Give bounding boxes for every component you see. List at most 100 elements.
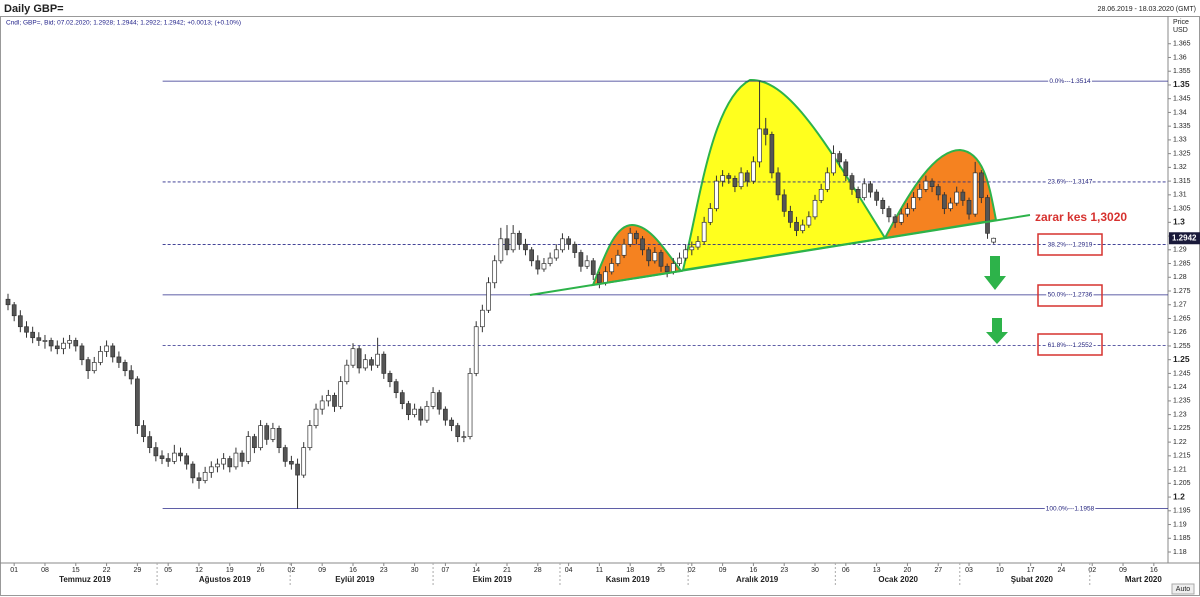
candle-body — [381, 353, 387, 374]
candle-body — [818, 189, 824, 201]
y-tick-label: 1.275 — [1173, 288, 1191, 295]
candle-body — [473, 326, 479, 374]
candle-body — [751, 161, 756, 182]
candle-body — [590, 260, 596, 275]
y-tick-label: 1.355 — [1173, 68, 1191, 75]
candle-body — [677, 257, 682, 264]
y-tick-label: 1.29 — [1173, 247, 1187, 254]
y-tick-label: 1.25 — [1173, 354, 1190, 364]
candle-body — [171, 452, 177, 462]
candle-body — [547, 257, 553, 264]
candle-body — [221, 458, 226, 465]
candle-body — [831, 153, 836, 174]
y-tick-label: 1.19 — [1173, 521, 1187, 528]
candle-body — [898, 213, 904, 223]
candle-body — [486, 282, 491, 311]
candle-body — [418, 408, 424, 421]
y-tick-label: 1.21 — [1173, 466, 1187, 473]
y-tick-label: 1.35 — [1173, 79, 1190, 89]
y-tick-label: 1.285 — [1173, 260, 1191, 267]
x-tick-label: 30 — [811, 567, 819, 574]
candle-body — [356, 348, 362, 369]
candle-body — [744, 172, 750, 182]
candle-body — [707, 208, 713, 223]
candle-body — [369, 359, 374, 366]
candle-body — [572, 243, 578, 253]
candle-body — [800, 224, 806, 231]
x-tick-label: 26 — [257, 567, 265, 574]
candle-body — [399, 392, 405, 404]
candle-body — [966, 199, 972, 215]
candle-body — [375, 353, 380, 366]
candle-body — [726, 175, 732, 179]
last-price-box — [1169, 232, 1200, 245]
candle-body — [338, 381, 344, 407]
candle-body — [917, 189, 923, 198]
candle-body — [942, 194, 947, 209]
candle-body — [923, 180, 929, 190]
scale-button-label[interactable]: Auto — [1176, 586, 1191, 593]
candle-body — [504, 238, 510, 251]
x-tick-label: 11 — [596, 567, 603, 574]
x-tick-label: 02 — [287, 567, 295, 574]
candle-body — [36, 337, 42, 341]
x-tick-label: 06 — [842, 567, 850, 574]
y-tick-label: 1.23 — [1173, 411, 1187, 418]
candle-body — [769, 134, 775, 174]
candle-body — [911, 197, 916, 209]
y-tick-label: 1.365 — [1173, 41, 1191, 48]
left-shoulder — [591, 223, 683, 287]
x-tick-label: 28 — [534, 567, 542, 574]
candle-body — [492, 260, 498, 284]
x-tick-label: 23 — [780, 567, 788, 574]
candle-body — [689, 246, 695, 251]
highlight-box — [1037, 333, 1103, 356]
y-tick-label: 1.31 — [1173, 192, 1187, 199]
candle-body — [695, 241, 701, 248]
candle-body — [837, 153, 843, 163]
down-arrow — [984, 256, 1006, 290]
y-tick-label: 1.22 — [1173, 439, 1187, 446]
candle-body — [985, 197, 990, 234]
x-tick-label: 25 — [657, 567, 665, 574]
x-tick-label: 16 — [750, 567, 758, 574]
y-tick-label: 1.185 — [1173, 535, 1191, 542]
y-tick-label: 1.255 — [1173, 343, 1191, 350]
fib-label: 50.0%---1.2736 — [1048, 292, 1093, 299]
scale-button[interactable] — [1171, 583, 1195, 595]
candle-body — [202, 471, 208, 481]
month-label: Eylül 2019 — [335, 575, 375, 584]
candle-body — [325, 395, 331, 402]
candle-body — [307, 425, 313, 448]
candle-body — [978, 172, 984, 198]
candle-body — [135, 378, 140, 426]
candle-body — [597, 274, 602, 284]
candle-body — [289, 460, 294, 465]
x-tick-label: 10 — [996, 567, 1004, 574]
y-tick-label: 1.195 — [1173, 508, 1191, 515]
candle-body — [406, 403, 411, 415]
y-tick-label: 1.305 — [1173, 205, 1191, 212]
candle-body — [258, 425, 263, 448]
month-label: Temmuz 2019 — [59, 575, 111, 584]
candle-body — [122, 362, 128, 372]
candle-body — [362, 359, 368, 369]
candle-body — [948, 202, 953, 209]
candle-body — [560, 238, 565, 251]
x-tick-label: 05 — [164, 567, 172, 574]
month-label: Aralık 2019 — [736, 575, 779, 584]
candle-body — [824, 172, 830, 190]
candle-body — [449, 419, 454, 426]
chart-title: Daily GBP= — [4, 3, 64, 15]
candle-body — [190, 463, 196, 479]
candle-body — [757, 128, 762, 163]
y-tick-label: 1.345 — [1173, 96, 1191, 103]
candle-body — [714, 180, 719, 209]
highlight-box — [1037, 284, 1103, 307]
candle-body — [670, 263, 676, 273]
candle-body — [344, 364, 350, 383]
candle-body — [609, 263, 615, 273]
y-tick-label: 1.245 — [1173, 370, 1191, 377]
y-tick-label: 1.28 — [1173, 274, 1187, 281]
